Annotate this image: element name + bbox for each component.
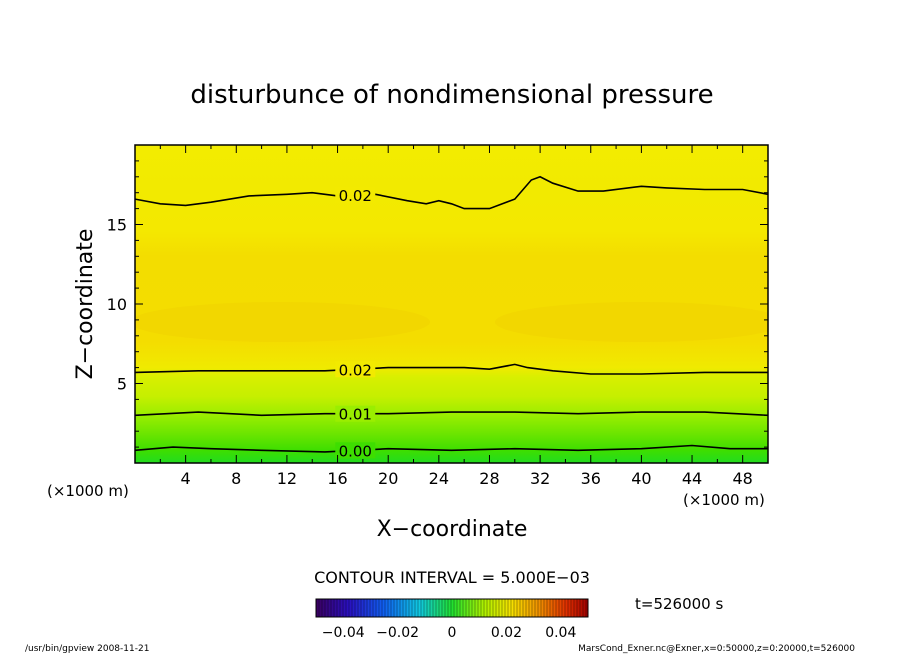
contour-line-1 bbox=[135, 363, 768, 375]
colorbar-tick-label: 0.04 bbox=[545, 625, 576, 641]
chart-title: disturbunce of nondimensional pressure bbox=[190, 80, 713, 110]
contour-label-1: 0.02 bbox=[339, 361, 372, 379]
x-tick-label: 48 bbox=[733, 469, 753, 488]
contour-line-2 bbox=[135, 411, 768, 417]
contour-lines bbox=[135, 175, 768, 453]
contour-label-bg-3 bbox=[335, 442, 376, 459]
x-tick-label: 16 bbox=[327, 469, 347, 488]
colorbar-ticks: −0.04 −0.02 0 0.02 0.04 bbox=[322, 625, 577, 641]
x-axis-unit-right: (×1000 m) bbox=[683, 491, 765, 509]
contour-label-bg-2 bbox=[335, 405, 376, 422]
y-tick-label: 10 bbox=[107, 295, 127, 314]
y-tick-label: 5 bbox=[117, 375, 127, 394]
colorbar: −0.04 −0.02 0 0.02 0.04 bbox=[315, 598, 589, 641]
contour-labels: 0.02 0.02 0.01 0.00 bbox=[335, 187, 376, 460]
contour-label-0: 0.02 bbox=[339, 187, 372, 205]
time-label: t=526000 s bbox=[635, 595, 723, 613]
contour-label-bg-1 bbox=[335, 361, 376, 378]
colorbar-tick-label: 0.02 bbox=[491, 625, 522, 641]
x-tick-label: 36 bbox=[581, 469, 601, 488]
colorbar-bins bbox=[318, 599, 587, 617]
contour-line-0 bbox=[135, 175, 768, 210]
x-axis-label: X−coordinate bbox=[377, 517, 528, 542]
pressure-maximum-right bbox=[495, 302, 768, 342]
footer-right: MarsCond_Exner.nc@Exner,x=0:50000,z=0:20… bbox=[578, 644, 855, 654]
x-tick-label: 20 bbox=[378, 469, 398, 488]
footer-left: /usr/bin/gpview 2008-11-21 bbox=[25, 644, 149, 654]
x-tick-label: 44 bbox=[682, 469, 702, 488]
x-tick-label: 24 bbox=[429, 469, 449, 488]
plot-area: 0.020.020.010.00 4 8 12 16 20 24 28 32 36 40 44 485… bbox=[107, 144, 769, 488]
x-tick-label: 32 bbox=[530, 469, 550, 488]
contour-label-2: 0.01 bbox=[339, 406, 372, 424]
colorbar-tick-label: −0.04 bbox=[322, 625, 365, 641]
contour-label-3: 0.00 bbox=[339, 442, 372, 460]
contour-label-bg-0 bbox=[335, 187, 376, 204]
x-tick-label: 8 bbox=[231, 469, 241, 488]
contour-line-3 bbox=[135, 444, 768, 453]
colorbar-tick-label: 0 bbox=[448, 625, 457, 641]
y-axis-label: Z−coordinate bbox=[73, 229, 98, 380]
colorbar-frame bbox=[315, 598, 589, 618]
x-axis-unit-left: (×1000 m) bbox=[47, 482, 129, 500]
y-tick-label: 15 bbox=[107, 216, 127, 235]
x-tick-label: 28 bbox=[479, 469, 499, 488]
colorbar-tick-label: −0.02 bbox=[376, 625, 419, 641]
x-tick-label: 4 bbox=[181, 469, 191, 488]
contour-interval: CONTOUR INTERVAL = 5.000E−03 bbox=[314, 568, 590, 587]
x-tick-label: 12 bbox=[277, 469, 297, 488]
x-tick-label: 40 bbox=[631, 469, 651, 488]
pressure-maximum-left bbox=[135, 302, 430, 342]
